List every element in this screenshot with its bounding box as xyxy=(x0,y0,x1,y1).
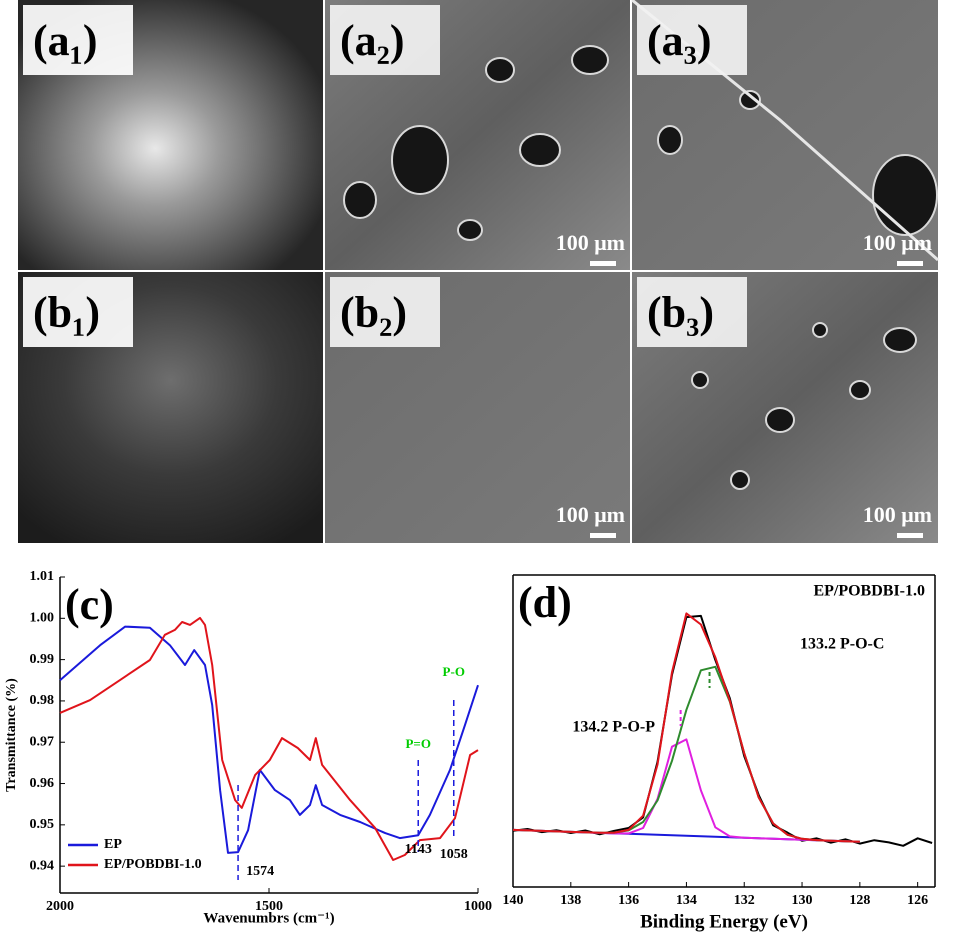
scale-bar xyxy=(590,261,616,266)
label-box xyxy=(23,5,133,75)
panel-label: (c) xyxy=(65,580,114,629)
x-tick-label: 136 xyxy=(618,893,639,908)
marker-label: 1143 xyxy=(405,842,432,857)
y-tick-label: 0.97 xyxy=(30,734,55,749)
panel-label: (b₁) xyxy=(33,288,100,337)
series-line xyxy=(512,665,860,843)
y-tick-label: 0.96 xyxy=(30,776,55,791)
chart-title: EP/POBDBI-1.0 xyxy=(813,583,925,600)
marker-label: 1574 xyxy=(246,864,274,879)
x-tick-label: 2000 xyxy=(46,899,74,914)
image-panels xyxy=(18,0,939,543)
marker-label: 1058 xyxy=(440,847,468,862)
x-tick-label: 140 xyxy=(503,893,524,908)
y-tick-label: 0.99 xyxy=(30,652,55,667)
panel-label: (a₃) xyxy=(647,16,712,65)
y-tick-label: 0.98 xyxy=(30,693,55,708)
series-line xyxy=(59,625,479,854)
x-tick-label: 126 xyxy=(907,893,928,908)
label-box xyxy=(23,277,133,347)
label-box xyxy=(330,5,440,75)
x-tick-label: 130 xyxy=(792,893,813,908)
panel-label: (a₂) xyxy=(340,16,405,65)
panel-labels: (a₁) (a₂) 100 μm (a₃) 100 μm (b₁) (b₂) 100 μm (b… xyxy=(23,5,932,538)
series-line xyxy=(59,616,479,861)
panel-label: (a₁) xyxy=(33,16,98,65)
scale-bar-label: 100 μm xyxy=(863,230,932,255)
x-tick-label: 1500 xyxy=(255,899,283,914)
series-line xyxy=(512,612,860,843)
series-line xyxy=(512,738,860,843)
annotation: P=O xyxy=(405,736,430,751)
x-axis-label: Binding Energy (eV) xyxy=(640,911,808,932)
pores xyxy=(343,45,938,490)
annotation: P-O xyxy=(443,664,465,679)
scale-bar-label: 100 μm xyxy=(863,502,932,527)
legend-label: EP/POBDBI-1.0 xyxy=(104,857,202,872)
x-tick-label: 138 xyxy=(560,893,581,908)
x-tick-label: 1000 xyxy=(464,899,492,914)
y-tick-label: 1.01 xyxy=(30,569,55,584)
scale-bar-label: 100 μm xyxy=(556,502,625,527)
scale-bar xyxy=(897,261,923,266)
x-tick-label: 132 xyxy=(734,893,755,908)
label-box xyxy=(637,5,747,75)
legend-label: EP xyxy=(104,837,122,852)
label-box xyxy=(330,277,440,347)
panel-label: (d) xyxy=(518,578,572,627)
panel-label: (b₃) xyxy=(647,288,714,337)
x-tick-label: 134 xyxy=(676,893,697,908)
y-tick-label: 0.94 xyxy=(30,858,55,873)
label-box xyxy=(637,277,747,347)
panel-label: (b₂) xyxy=(340,288,407,337)
y-tick-label: 0.95 xyxy=(30,817,55,832)
charts: 2000 1500 1000 0.94 0.95 0.96 0.97 0.98 0.99 1.00… xyxy=(4,569,936,932)
scale-bar xyxy=(590,533,616,538)
peak-label: 134.2 P-O-P xyxy=(572,719,655,736)
scale-bar xyxy=(897,533,923,538)
scale-bar-label: 100 μm xyxy=(556,230,625,255)
x-axis-label: Wavenumbrs (cm⁻¹) xyxy=(203,910,334,926)
y-axis-label: Transmittance (%) xyxy=(4,678,19,792)
x-tick-label: 128 xyxy=(849,893,870,908)
y-tick-label: 1.00 xyxy=(30,611,55,626)
peak-label: 133.2 P-O-C xyxy=(800,636,884,653)
